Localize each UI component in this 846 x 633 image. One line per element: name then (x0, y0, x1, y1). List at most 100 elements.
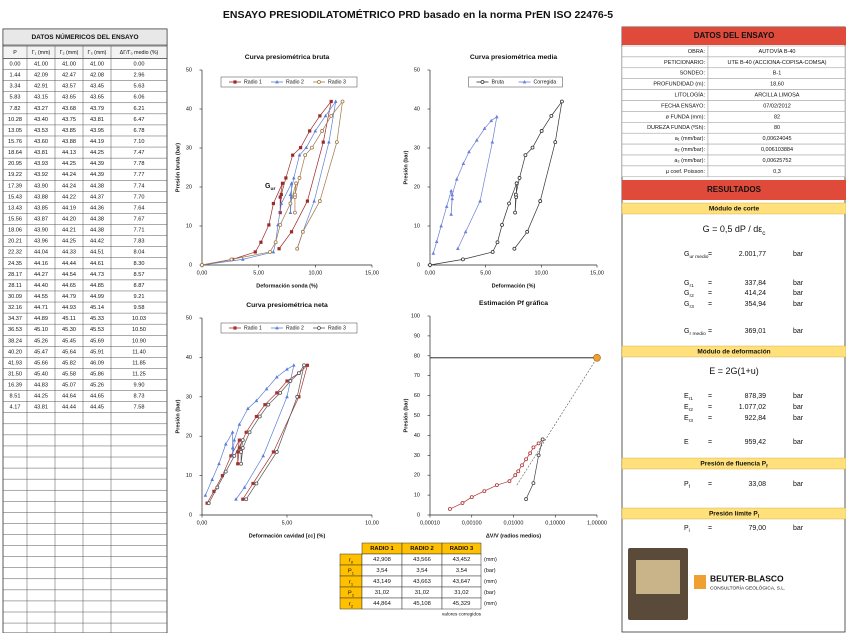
radii-value: 42,908 (373, 557, 391, 563)
y-tick-label: 40 (186, 355, 192, 361)
logo-tagline: CONSULTORÍA GEOLÓGICA, S.L. (710, 584, 785, 591)
table-cell: 43.92 (34, 172, 48, 178)
info-label: FECHA ENSAYO: (661, 103, 705, 109)
x-axis-label: Deformación cavidad [εc] (%) (249, 533, 326, 539)
data-point (306, 199, 309, 202)
formula: E = 2G(1+u) (709, 366, 759, 376)
radii-unit: (mm) (484, 579, 497, 585)
info-label: ø FUNDA (mm): (666, 114, 706, 120)
table-cell: 44.51 (90, 250, 104, 256)
data-point (550, 114, 553, 117)
table-cell: 6.47 (134, 117, 145, 123)
table-cell: 44.79 (62, 294, 76, 300)
data-point (539, 200, 542, 203)
table-cell: 8.73 (134, 394, 145, 400)
info-label: PROFUNDIDAD (m): (653, 82, 705, 88)
table-cell: 2.96 (134, 73, 145, 79)
table-cell: 44.37 (90, 194, 104, 200)
y-tick-label: 50 (414, 413, 420, 419)
data-point (532, 482, 535, 485)
legend-label: Radio 2 (286, 325, 304, 331)
table-cell: 43.90 (34, 228, 48, 234)
table-cell: 44.24 (62, 172, 76, 178)
info-value: 18,60 (770, 82, 784, 88)
data-point (297, 372, 300, 375)
data-point (470, 496, 473, 499)
data-point (241, 498, 244, 501)
section-heading: Módulo de corte (709, 205, 760, 212)
data-point (330, 114, 333, 117)
y-tick-label: 50 (414, 67, 420, 73)
y-axis-label: Presión bruta (bar) (175, 143, 181, 192)
data-point (255, 482, 258, 485)
data-point (483, 490, 486, 493)
data-point (322, 141, 325, 144)
result-symbol-sub: r3 (689, 304, 694, 310)
result-equals: = (708, 393, 712, 400)
y-tick-label: 40 (414, 433, 420, 439)
y-tick-label: 0 (417, 512, 420, 518)
y-tick-label: 20 (186, 184, 192, 190)
table-cell: 44.38 (90, 216, 104, 222)
table-cell: 7.83 (134, 239, 145, 245)
legend-marker (233, 326, 236, 329)
info-value: ARCILLA LIMOSA (755, 93, 800, 99)
table-cell: 45.07 (62, 383, 76, 389)
info-title: DATOS DEL ENSAYO (694, 31, 775, 40)
table-cell: 44.45 (90, 405, 104, 411)
table-cell: 38.24 (8, 338, 22, 344)
legend-label: Radio 1 (244, 325, 262, 331)
x-tick-label: 0,00 (425, 270, 436, 276)
x-tick-label: 10,00 (308, 270, 322, 276)
table-cell: 44.20 (62, 216, 76, 222)
data-point (525, 498, 528, 501)
table-cell: 45.53 (90, 327, 104, 333)
table-cell: 36.53 (8, 327, 22, 333)
section-heading: Presión límite Pl (709, 510, 759, 518)
data-point (236, 462, 239, 465)
result-value: 878,39 (745, 393, 767, 400)
legend-label: Radio 2 (286, 79, 304, 85)
data-point (540, 129, 543, 132)
table-cell: 44.55 (34, 294, 48, 300)
y-tick-label: 50 (186, 315, 192, 321)
table-cell: 10.90 (132, 338, 146, 344)
table-cell: 44.54 (62, 272, 76, 278)
x-axis-label: ΔV/V (radios medios) (486, 533, 541, 539)
data-point (524, 154, 527, 157)
result-equals: = (708, 280, 712, 287)
table-cell: 42.47 (62, 73, 76, 79)
table-cell: 43.96 (34, 239, 48, 245)
y-tick-label: 20 (186, 434, 192, 440)
result-equals: = (708, 290, 712, 297)
data-point (201, 264, 204, 267)
data-point (241, 439, 244, 442)
table-cell: 43.60 (34, 139, 48, 145)
table-cell: 6.06 (134, 95, 145, 101)
info-label: µ coef. Poisson: (666, 169, 706, 175)
x-tick-label: 0,00 (197, 270, 208, 276)
y-tick-label: 40 (186, 106, 192, 112)
x-tick-label: 0,00 (197, 520, 208, 526)
y-axis-label: Presión (bar) (403, 150, 409, 184)
data-point (275, 450, 278, 453)
result-value: 337,84 (745, 280, 767, 287)
legend-label: Radio 1 (244, 79, 262, 85)
table-cell: 44.61 (90, 261, 104, 267)
data-point (529, 452, 532, 455)
info-label: a₂ (mm/bar): (674, 147, 705, 153)
data-point (240, 462, 243, 465)
table-cell: 6.78 (134, 128, 145, 134)
table-cell: 43.81 (90, 117, 104, 123)
table-cell: 45.91 (90, 349, 104, 355)
table-cell: 45.40 (34, 371, 48, 377)
data-point (289, 380, 292, 383)
table-cell: 43.65 (62, 95, 76, 101)
result-symbol-sub: r2 (689, 293, 694, 299)
data-point (240, 450, 243, 453)
data-point (303, 364, 306, 367)
radii-value: 43,149 (373, 579, 391, 585)
data-point (280, 193, 283, 196)
radii-unit: (bar) (484, 568, 496, 574)
table-cell: 7.70 (134, 194, 145, 200)
